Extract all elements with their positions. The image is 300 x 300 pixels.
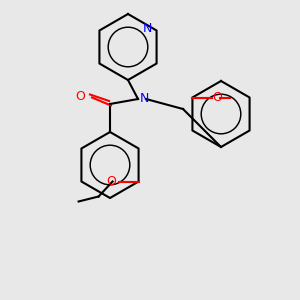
Text: N: N [143, 22, 153, 35]
Text: O: O [107, 175, 117, 188]
Text: N: N [140, 92, 149, 106]
Text: O: O [75, 89, 85, 103]
Text: O: O [212, 91, 222, 104]
